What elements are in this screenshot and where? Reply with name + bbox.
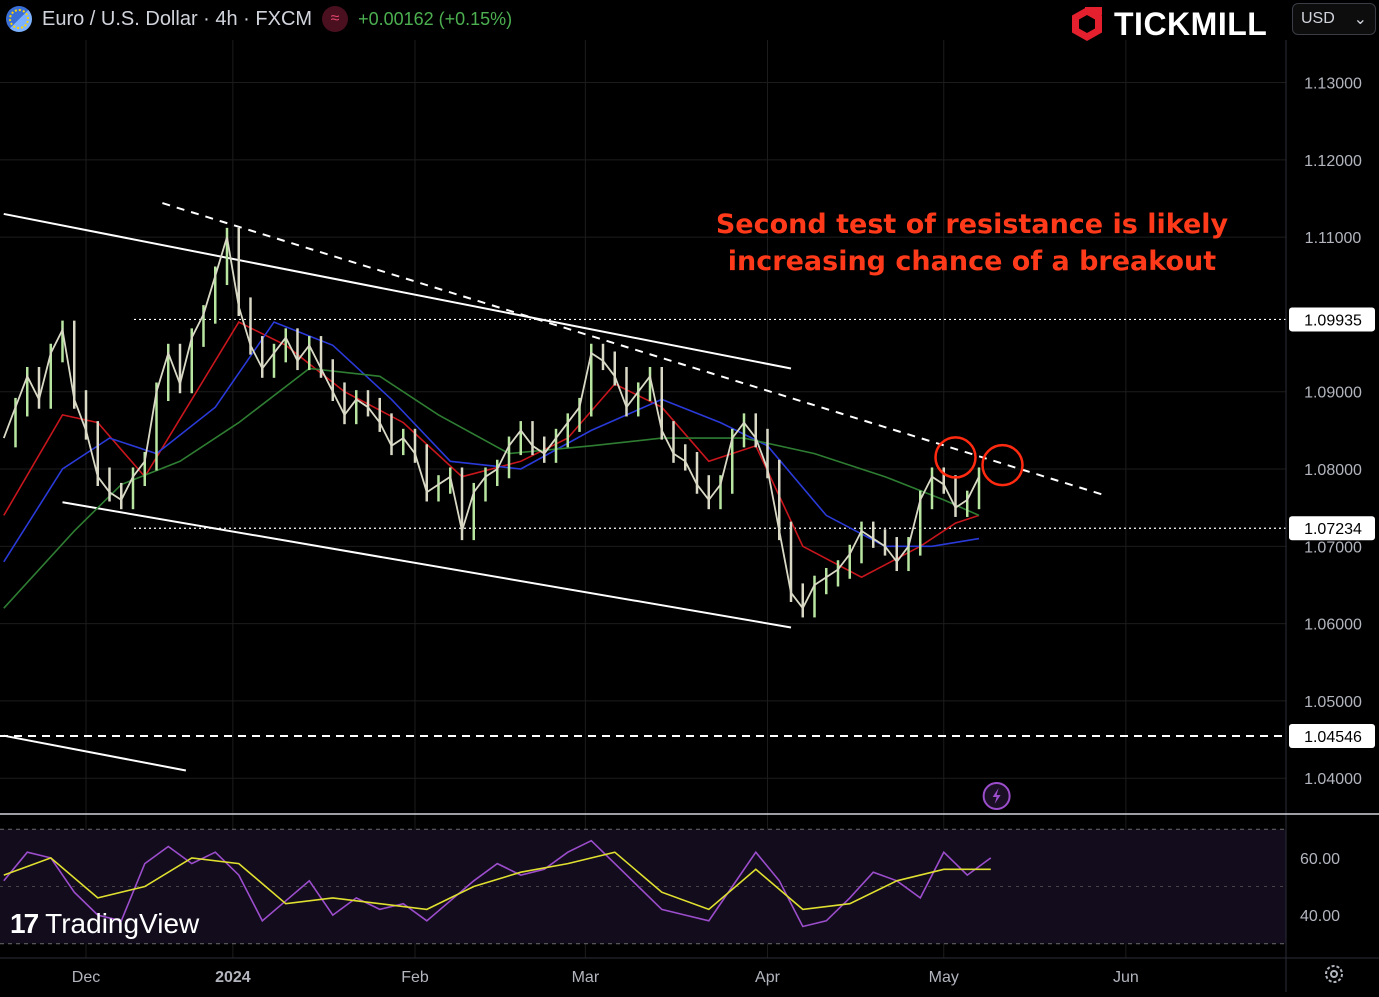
x-tick-label: Feb: [401, 969, 429, 986]
rsi-line: [3, 839, 992, 928]
annotation-line-1: Second test of resistance is likely: [715, 209, 1229, 240]
lightning-bolt: [992, 788, 1001, 804]
y-tick-label: 1.12000: [1304, 153, 1362, 170]
tradingview-watermark: 17 TradingView: [10, 906, 199, 942]
indicator-badge[interactable]: ≈: [322, 6, 349, 32]
x-tick-label: Jun: [1113, 969, 1139, 986]
rsi-ma-line: [3, 851, 991, 911]
highlight-circle: [934, 436, 977, 479]
x-tick-label: 2024: [215, 969, 251, 986]
annotation-line-2: increasing chance of a breakout: [727, 246, 1217, 277]
trendline[interactable]: [3, 212, 792, 370]
price-label-box[interactable]: [1289, 516, 1375, 541]
gear-icon[interactable]: [1322, 962, 1346, 986]
eu-flag-icon: [6, 6, 32, 32]
trendline[interactable]: [3, 734, 187, 772]
price-label-box[interactable]: [1289, 307, 1375, 332]
y-tick-label: 1.04000: [1304, 771, 1362, 788]
price-series: [2, 227, 981, 618]
price-label: 1.04546: [1304, 729, 1362, 746]
brand-name: TICKMILL: [1114, 5, 1268, 42]
rsi-tick-label: 60.00: [1300, 851, 1340, 868]
y-tick-label: 1.05000: [1304, 694, 1362, 711]
currency-select[interactable]: USD ⌄: [1292, 3, 1376, 35]
price-label: 1.07234: [1304, 521, 1362, 538]
rsi-tick-label: 40.00: [1300, 908, 1340, 925]
tradingview-mark: 17: [10, 908, 39, 939]
brand-logo: TICKMILL: [1068, 4, 1267, 44]
price-line: [2, 236, 980, 610]
price-change: +0.00162 (+0.15%): [358, 8, 513, 29]
symbol-title[interactable]: Euro / U.S. Dollar · 4h · FXCM: [42, 7, 313, 30]
rsi-pane[interactable]: [0, 828, 1286, 945]
highlight-circle: [981, 443, 1024, 487]
y-tick-label: 1.13000: [1304, 76, 1362, 93]
y-tick-label: 1.11000: [1305, 230, 1362, 247]
tradingview-text: TradingView: [45, 908, 200, 939]
moving-average-line: [3, 321, 980, 563]
currency-value: USD: [1301, 10, 1335, 27]
axes[interactable]: 1.13000 1.12000 1.11000 1.09000 1.08000 1.070…: [0, 40, 1379, 992]
price-label: 1.09935: [1304, 312, 1362, 329]
trendlines[interactable]: [0, 202, 1286, 772]
highlight-circles: [934, 436, 1024, 487]
chart-header: Euro / U.S. Dollar · 4h · FXCM ≈ +0.0016…: [6, 4, 512, 34]
y-tick-label: 1.06000: [1304, 617, 1362, 634]
x-tick-label: Apr: [755, 969, 781, 986]
chart-annotation: Second test of resistance is likely incr…: [700, 206, 1244, 280]
x-tick-label: Dec: [72, 969, 100, 986]
y-tick-label: 1.09000: [1304, 385, 1362, 402]
trendline[interactable]: [62, 501, 792, 629]
grid: [0, 40, 1286, 958]
x-tick-label: Mar: [572, 969, 600, 986]
moving-averages: [3, 321, 980, 609]
y-tick-label: 1.08000: [1304, 462, 1362, 479]
x-tick-label: May: [929, 969, 959, 986]
tickmill-hex-icon: [1072, 7, 1102, 41]
price-label-box[interactable]: [1289, 724, 1375, 749]
y-tick-label: 1.07000: [1304, 539, 1362, 556]
chevron-down-icon: ⌄: [1353, 11, 1367, 28]
moving-average-line: [3, 367, 980, 609]
